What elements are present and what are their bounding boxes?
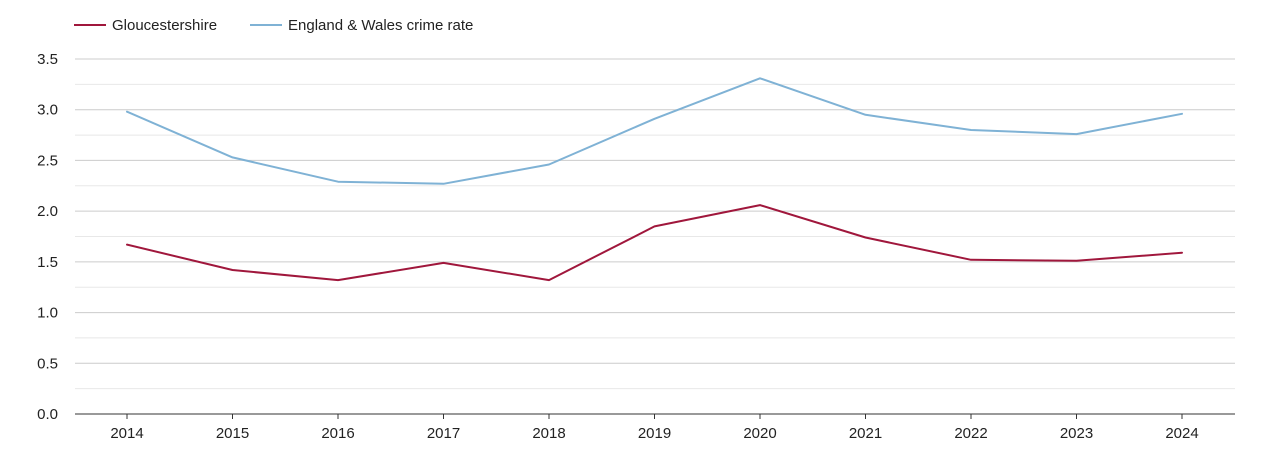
x-tick-label: 2016	[321, 425, 354, 442]
y-tick-label: 2.5	[37, 152, 58, 169]
series-line-england-wales	[126, 77, 1183, 185]
series-lines	[126, 77, 1183, 282]
legend-item-gloucestershire[interactable]: Gloucestershire	[74, 17, 217, 34]
y-tick-label: 3.0	[37, 102, 58, 119]
x-tick-label: 2021	[849, 425, 882, 442]
x-tick-label: 2023	[1060, 425, 1093, 442]
x-tick-label: 2018	[532, 425, 565, 442]
y-tick-label: 0.5	[37, 355, 58, 372]
gridlines	[75, 58, 1235, 390]
x-tick-label: 2015	[216, 425, 249, 442]
x-tick-label: 2019	[638, 425, 671, 442]
x-tick-label: 2022	[954, 425, 987, 442]
series-line-gloucestershire	[126, 204, 1183, 282]
y-tick-label: 2.0	[37, 203, 58, 220]
y-tick-label: 0.0	[37, 406, 58, 423]
x-tick-label: 2014	[110, 425, 143, 442]
x-axis-ticks: 2014 2015 2016 2017 2018 2019 2020 2021 2022 2023…	[110, 414, 1199, 442]
x-tick-label: 2020	[743, 425, 776, 442]
x-tick-label: 2024	[1165, 425, 1198, 442]
y-tick-label: 1.5	[37, 254, 58, 271]
legend: Gloucestershire England & Wales crime ra…	[74, 17, 473, 34]
y-tick-label: 1.0	[37, 305, 58, 322]
legend-label-gloucestershire: Gloucestershire	[112, 17, 217, 34]
x-tick-label: 2017	[427, 425, 460, 442]
legend-item-england-wales[interactable]: England & Wales crime rate	[250, 17, 473, 34]
y-tick-label: 3.5	[37, 51, 58, 68]
legend-label-england-wales: England & Wales crime rate	[288, 17, 473, 34]
y-axis-ticks: 0.0 0.5 1.0 1.5 2.0 2.5 3.0 3.5	[37, 51, 58, 423]
